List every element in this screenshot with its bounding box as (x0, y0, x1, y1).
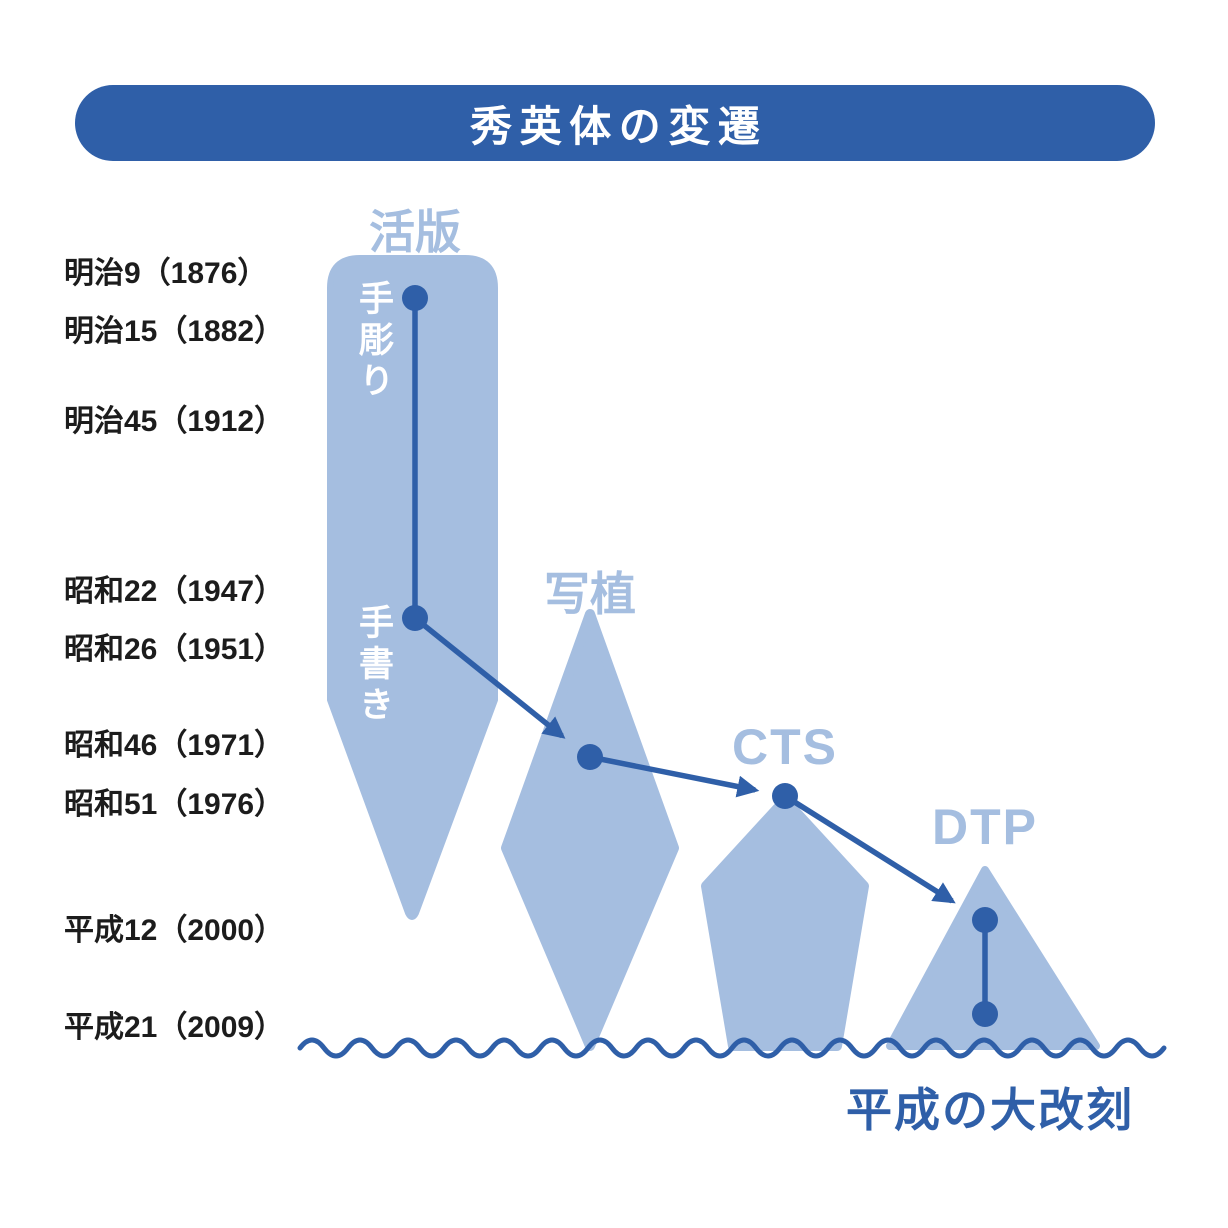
timeline-dot (772, 783, 798, 809)
timeline-label: 明治15（1882） (64, 315, 285, 348)
timeline-dot (402, 605, 428, 631)
stage-label-kappan: 活版 (369, 206, 461, 258)
shashoku-shape (501, 609, 679, 1051)
timeline-label: 昭和22（1947） (64, 575, 285, 608)
timeline-label: 昭和51（1976） (64, 788, 285, 821)
timeline-label: 平成12（2000） (64, 914, 285, 947)
timeline-dot (577, 744, 603, 770)
timeline-label: 明治45（1912） (64, 405, 285, 438)
stage-label-shashoku: 写植 (544, 568, 636, 620)
cts-shape (701, 795, 869, 1051)
timeline-label: 昭和26（1951） (64, 633, 285, 666)
stage-label-cts: CTS (732, 719, 838, 775)
timeline-dot (972, 907, 998, 933)
arrow-connector (413, 615, 566, 739)
timeline-label: 明治9（1876） (64, 257, 268, 290)
arrow-connector (589, 754, 760, 798)
timeline-dot (402, 285, 428, 311)
baseline-wave (297, 1037, 1167, 1059)
timeline-label: 昭和46（1971） (64, 729, 285, 762)
annotation-tegaki: 手書き (354, 604, 393, 727)
arrow-connector (783, 793, 956, 904)
annotation-tebori: 手彫り (354, 280, 393, 403)
page-title: 秀英体の変遷 (470, 102, 768, 150)
footer-label: 平成の大改刻 (846, 1084, 1134, 1136)
title-banner: 秀英体の変遷 (75, 85, 1155, 161)
timeline-label: 平成21（2009） (64, 1011, 285, 1044)
timeline-dot (972, 1001, 998, 1027)
stage-label-dtp: DTP (932, 799, 1038, 855)
